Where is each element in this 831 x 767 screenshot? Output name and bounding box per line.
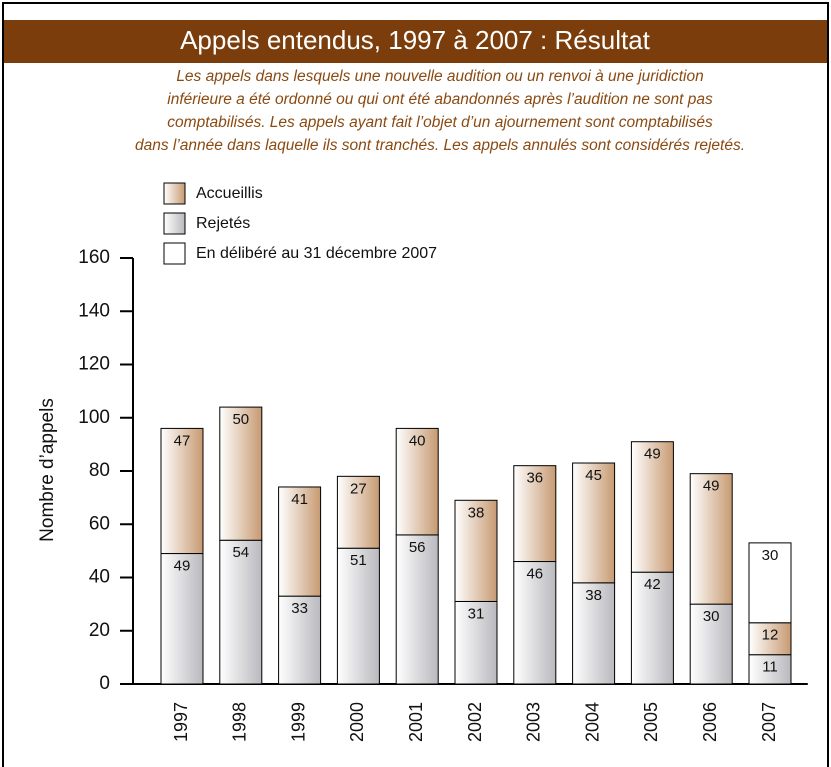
bar-segment — [748, 622, 792, 656]
bar-segment — [219, 539, 263, 685]
x-tick-label: 2004 — [582, 702, 602, 742]
legend-swatch — [163, 182, 186, 205]
x-tick-label: 2006 — [700, 702, 720, 742]
value-label: 33 — [291, 600, 308, 617]
value-label: 45 — [585, 467, 602, 484]
bar-segment — [395, 534, 439, 685]
bar-segment — [513, 465, 557, 563]
x-tick-label: 2007 — [759, 702, 779, 742]
legend-label: Rejetés — [196, 215, 250, 232]
bar-segment — [160, 553, 204, 685]
y-tick-label: 140 — [78, 300, 110, 321]
value-label: 31 — [468, 605, 485, 622]
bar-segment — [748, 542, 792, 624]
bar-segment — [572, 462, 616, 584]
value-label: 30 — [703, 608, 720, 625]
value-label: 38 — [585, 587, 602, 604]
value-label: 36 — [526, 470, 543, 487]
legend-swatch — [163, 212, 186, 235]
y-tick-label: 40 — [89, 567, 110, 588]
value-label: 47 — [174, 432, 191, 449]
bar-segment — [689, 603, 733, 685]
subtitle: inférieure a été ordonné ou qui ont été … — [167, 91, 713, 108]
value-label: 49 — [703, 478, 720, 495]
value-label: 12 — [762, 627, 779, 644]
value-label: 38 — [468, 504, 485, 521]
bar-segment — [336, 547, 380, 685]
bar-segment — [278, 595, 322, 685]
x-tick-label: 2001 — [406, 702, 426, 742]
chart-title: Appels entendus, 1997 à 2007 : Résultat — [180, 25, 651, 55]
value-label: 49 — [174, 558, 191, 575]
legend-swatch — [163, 242, 186, 265]
y-tick-label: 120 — [78, 354, 110, 375]
value-label: 30 — [762, 547, 779, 564]
legend-label: En délibéré au 31 décembre 2007 — [196, 245, 437, 262]
bar-segment — [513, 561, 557, 685]
bar-segment — [219, 406, 263, 541]
y-tick-label: 60 — [89, 513, 110, 534]
x-tick-label: 2000 — [347, 702, 367, 742]
bar-segment — [395, 427, 439, 536]
value-label: 50 — [232, 411, 249, 428]
bar-segment — [336, 475, 380, 549]
x-tick-label: 2005 — [641, 702, 661, 742]
bar-segment — [748, 654, 792, 685]
value-label: 51 — [350, 552, 367, 569]
x-tick-label: 1998 — [230, 702, 250, 742]
legend-label: Accueillis — [196, 185, 263, 202]
value-label: 41 — [291, 491, 308, 508]
header-band — [4, 20, 827, 63]
value-label: 27 — [350, 480, 367, 497]
x-tick-label: 2003 — [524, 702, 544, 742]
bar-segment — [454, 499, 498, 602]
value-label: 49 — [644, 446, 661, 463]
bar-segment — [160, 427, 204, 555]
bar-segment — [572, 582, 616, 685]
y-axis-label: Nombre d’appels — [37, 398, 58, 542]
subtitle: dans l’année dans laquelle ils sont tran… — [135, 137, 745, 154]
x-tick-label: 1999 — [288, 702, 308, 742]
value-label: 54 — [232, 544, 249, 561]
bar-segment — [454, 600, 498, 685]
subtitle: Les appels dans lesquels une nouvelle au… — [176, 68, 703, 85]
y-tick-label: 20 — [89, 620, 110, 641]
value-label: 46 — [526, 565, 543, 582]
x-tick-label: 1997 — [171, 702, 191, 742]
y-tick-label: 160 — [78, 247, 110, 268]
subtitle: comptabilisés. Les appels ayant fait l’o… — [167, 114, 713, 131]
y-tick-label: 0 — [99, 673, 110, 694]
value-label: 11 — [762, 659, 778, 676]
value-label: 40 — [409, 432, 426, 449]
bar-segment — [630, 571, 674, 685]
y-tick-label: 100 — [78, 407, 110, 428]
bar-segment — [689, 473, 733, 605]
value-label: 56 — [409, 539, 426, 556]
bar-segment — [630, 441, 674, 573]
bar-segment — [278, 486, 322, 597]
y-tick-label: 80 — [89, 460, 110, 481]
x-tick-label: 2002 — [465, 702, 485, 742]
value-label: 42 — [644, 576, 661, 593]
